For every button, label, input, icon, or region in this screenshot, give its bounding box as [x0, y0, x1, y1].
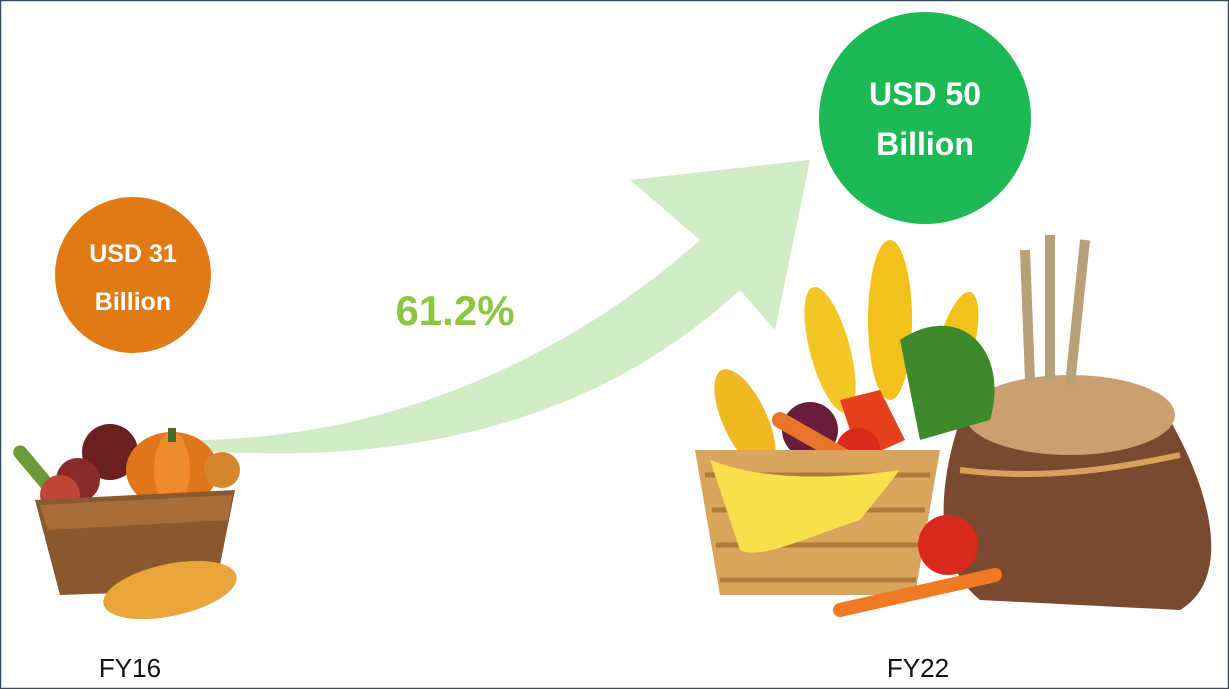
year-label: FY16 [99, 653, 161, 683]
fy22-unit: Billion [876, 126, 974, 162]
growth-label: 61.2% [395, 287, 514, 334]
fy16-unit: Billion [95, 288, 171, 316]
fy16-circle [55, 197, 211, 353]
fy22-value: USD 50 [869, 76, 981, 112]
fy16-value: USD 31 [89, 240, 177, 268]
fy22-circle [819, 12, 1031, 224]
infographic: USD 31 Billion USD 50 Billion 61.2% FY16… [0, 0, 1229, 689]
year-label: FY22 [887, 653, 949, 683]
